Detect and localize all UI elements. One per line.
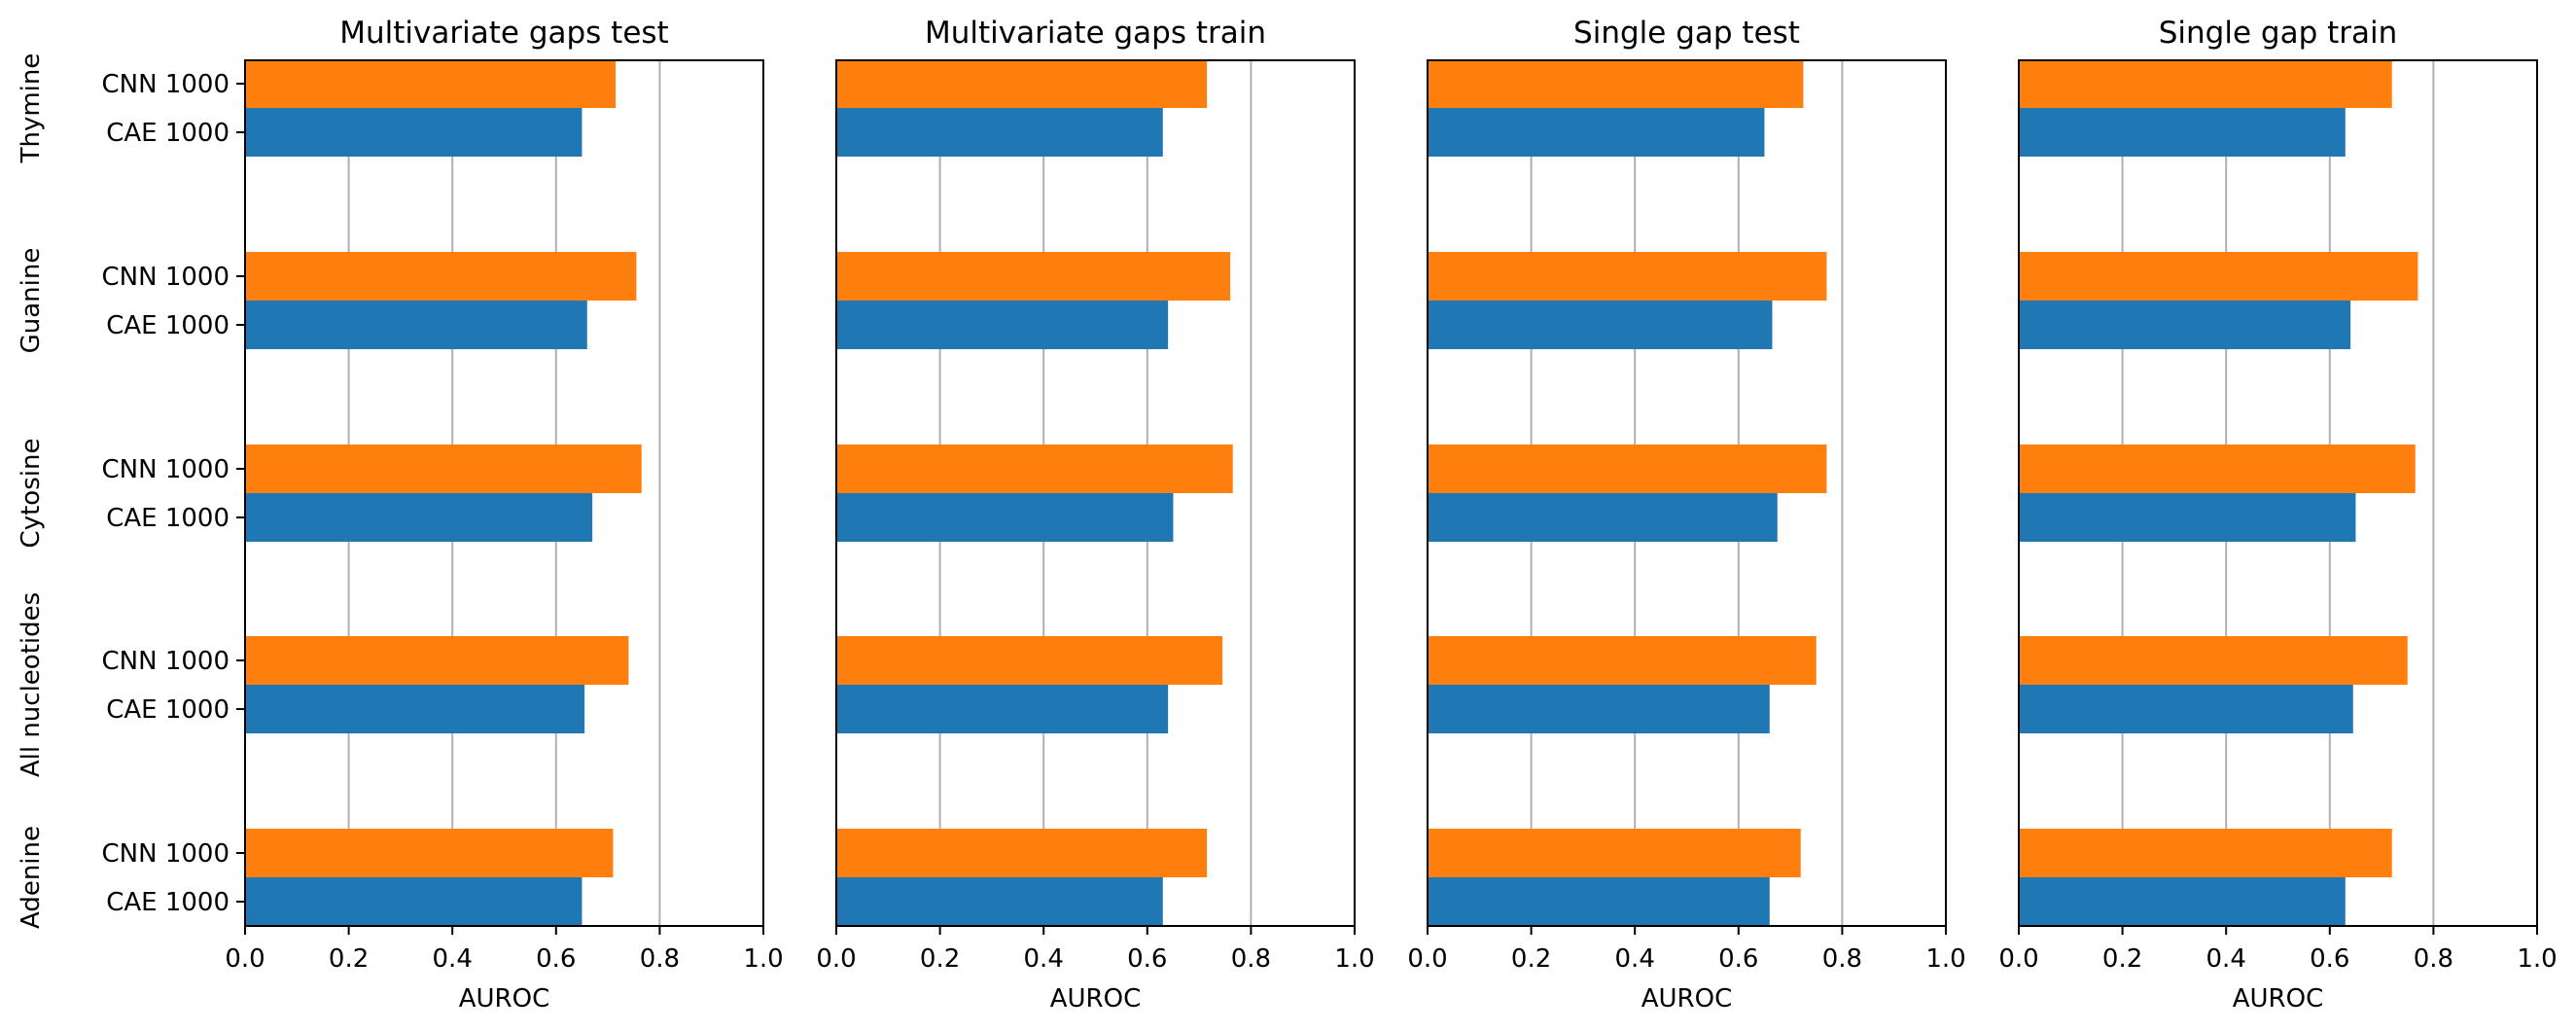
bar-cae-cytosine	[836, 493, 1174, 542]
x-tick-label: 0.0	[1407, 944, 1447, 974]
x-tick-label: 1.0	[1334, 944, 1374, 974]
x-axis-label: AUROC	[459, 984, 550, 1013]
bar-cnn-guanine	[245, 252, 637, 301]
bar-cae-cytosine	[1428, 493, 1778, 542]
bar-cae-adenine	[2019, 877, 2346, 926]
x-tick-label: 0.6	[536, 944, 576, 974]
bar-cae-adenine	[836, 877, 1163, 926]
bar-cnn-guanine	[836, 252, 1231, 301]
group-label: Cytosine	[17, 439, 46, 549]
x-tick-label: 0.8	[1231, 944, 1271, 974]
bar-cnn-all-nucleotides	[2019, 636, 2408, 685]
y-tick-label: CNN 1000	[102, 647, 230, 676]
x-tick-label: 0.6	[1127, 944, 1167, 974]
y-tick-label: CAE 1000	[106, 311, 229, 340]
bar-cae-guanine	[2019, 301, 2351, 349]
y-tick-label: CAE 1000	[106, 119, 229, 148]
bar-cnn-cytosine	[245, 444, 642, 493]
x-tick-label: 0.8	[1822, 944, 1862, 974]
bar-cnn-thymine	[1428, 59, 1804, 108]
group-label: All nucleotides	[17, 592, 46, 777]
x-tick-label: 0.2	[329, 944, 369, 974]
x-tick-label: 0.2	[920, 944, 960, 974]
x-tick-label: 0.4	[2206, 944, 2246, 974]
x-tick-label: 1.0	[1925, 944, 1965, 974]
y-tick-label: CAE 1000	[106, 504, 229, 533]
bar-cae-thymine	[1428, 108, 1765, 157]
x-axis-label: AUROC	[1050, 984, 1142, 1013]
x-axis-label: AUROC	[1641, 984, 1733, 1013]
x-tick-label: 0.8	[2414, 944, 2453, 974]
x-tick-label: 1.0	[743, 944, 783, 974]
plot-frame	[835, 59, 1356, 927]
bar-cae-all-nucleotides	[2019, 685, 2353, 733]
bar-cnn-adenine	[2019, 829, 2392, 877]
y-tick-label: CNN 1000	[102, 263, 230, 292]
y-tick-label: CNN 1000	[102, 70, 230, 99]
bar-cae-cytosine	[2019, 493, 2356, 542]
x-tick-label: 0.4	[1615, 944, 1655, 974]
plot-frame	[244, 59, 764, 927]
subplot-title: Single gap test	[1573, 16, 1800, 51]
x-tick-label: 0.8	[640, 944, 680, 974]
plot-frame	[2018, 59, 2538, 927]
y-tick-label: CNN 1000	[102, 839, 230, 869]
group-label: Guanine	[17, 248, 46, 354]
group-label: Thymine	[17, 53, 46, 164]
x-tick-label: 0.0	[816, 944, 856, 974]
bar-cae-adenine	[1428, 877, 1770, 926]
bar-cnn-adenine	[1428, 829, 1801, 877]
subplot-title: Single gap train	[2159, 16, 2398, 51]
x-tick-label: 0.2	[2102, 944, 2142, 974]
x-tick-label: 1.0	[2517, 944, 2557, 974]
x-tick-label: 0.4	[1024, 944, 1064, 974]
bar-cnn-guanine	[2019, 252, 2418, 301]
group-label: Adenine	[17, 826, 46, 929]
bar-cae-thymine	[2019, 108, 2346, 157]
bar-cae-thymine	[836, 108, 1163, 157]
bar-cnn-all-nucleotides	[836, 636, 1223, 685]
x-tick-label: 0.2	[1511, 944, 1551, 974]
bar-cae-all-nucleotides	[245, 685, 585, 733]
bar-cae-thymine	[245, 108, 582, 157]
x-tick-label: 0.4	[433, 944, 473, 974]
bar-cnn-all-nucleotides	[245, 636, 629, 685]
bar-cae-all-nucleotides	[836, 685, 1169, 733]
bar-cae-adenine	[245, 877, 582, 926]
bar-cae-guanine	[836, 301, 1169, 349]
bar-cae-all-nucleotides	[1428, 685, 1770, 733]
subplot-title: Multivariate gaps train	[925, 16, 1266, 51]
plot-frame	[1427, 59, 1947, 927]
subplot-2: 0.0 0.2 0.4 0.6 0.8 1.0 AUROC Multivariate gaps…	[816, 16, 1374, 1013]
bar-cnn-cytosine	[2019, 444, 2416, 493]
bar-cnn-cytosine	[836, 444, 1233, 493]
bar-cnn-thymine	[2019, 59, 2392, 108]
bar-cnn-cytosine	[1428, 444, 1827, 493]
subplot-3: 0.0 0.2 0.4 0.6 0.8 1.0 AUROC Single gap test	[1407, 16, 1965, 1013]
bar-cae-guanine	[245, 301, 587, 349]
bar-cnn-adenine	[245, 829, 614, 877]
subplot-4: 0.0 0.2 0.4 0.6 0.8 1.0 AUROC Single gap train	[1998, 16, 2557, 1013]
bar-cae-guanine	[1428, 301, 1773, 349]
x-tick-label: 0.0	[1998, 944, 2038, 974]
bar-cnn-guanine	[1428, 252, 1827, 301]
subplot-title: Multivariate gaps test	[339, 16, 668, 51]
bar-cnn-thymine	[245, 59, 617, 108]
bar-cnn-all-nucleotides	[1428, 636, 1817, 685]
x-tick-label: 0.0	[225, 944, 265, 974]
y-tick-label: CAE 1000	[106, 888, 229, 917]
subplot-1: 0.0 0.2 0.4 0.6 0.8 1.0 AUROC Multivariate gaps…	[17, 16, 784, 1013]
bar-cae-cytosine	[245, 493, 593, 542]
y-tick-label: CNN 1000	[102, 455, 230, 484]
y-tick-label: CAE 1000	[106, 695, 229, 725]
bar-cnn-thymine	[836, 59, 1208, 108]
x-tick-label: 0.6	[2310, 944, 2349, 974]
x-tick-label: 0.6	[1718, 944, 1758, 974]
bar-cnn-adenine	[836, 829, 1208, 877]
x-axis-label: AUROC	[2233, 984, 2324, 1013]
